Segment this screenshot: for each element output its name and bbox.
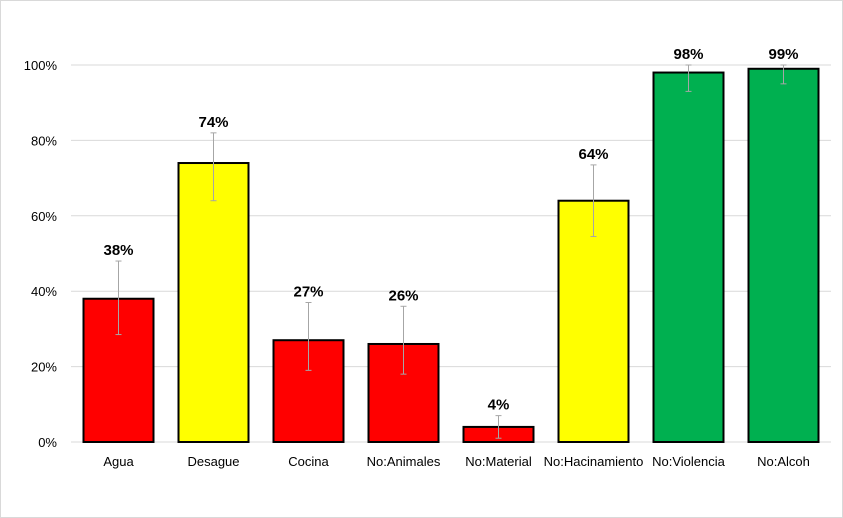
axes: 0% 20% 40% 60% 80% 100% Agua Desague Cocina No:An… xyxy=(24,58,831,469)
y-tick-label: 40% xyxy=(31,284,57,299)
y-tick-label: 0% xyxy=(38,435,57,450)
y-tick-label: 100% xyxy=(24,58,58,73)
data-label: 64% xyxy=(578,146,608,163)
data-label: 38% xyxy=(103,242,133,259)
x-tick-label: No:Alcoh xyxy=(757,454,810,469)
y-tick-label: 60% xyxy=(31,209,57,224)
data-labels: 38% 74% 27% 26% 4% 64% 98% 99% xyxy=(103,46,798,414)
error-bars xyxy=(115,64,787,439)
bar xyxy=(557,199,630,443)
data-label: 99% xyxy=(768,46,798,63)
data-label: 26% xyxy=(388,287,418,304)
x-tick-label: Agua xyxy=(103,454,134,469)
x-tick-label: No:Material xyxy=(465,454,532,469)
x-tick-label: Desague xyxy=(187,454,239,469)
data-label: 4% xyxy=(488,397,510,414)
y-tick-label: 20% xyxy=(31,360,57,375)
x-tick-label: No:Violencia xyxy=(652,454,726,469)
y-tick-label: 80% xyxy=(31,133,57,148)
bar xyxy=(652,71,725,443)
bars xyxy=(82,67,820,444)
bar xyxy=(177,162,250,444)
x-tick-label: No:Hacinamiento xyxy=(544,454,644,469)
data-label: 27% xyxy=(293,284,323,301)
x-tick-label: Cocina xyxy=(288,454,329,469)
bar xyxy=(747,67,820,444)
data-label: 74% xyxy=(198,114,228,131)
x-tick-label: No:Animales xyxy=(367,454,441,469)
data-label: 98% xyxy=(673,46,703,63)
